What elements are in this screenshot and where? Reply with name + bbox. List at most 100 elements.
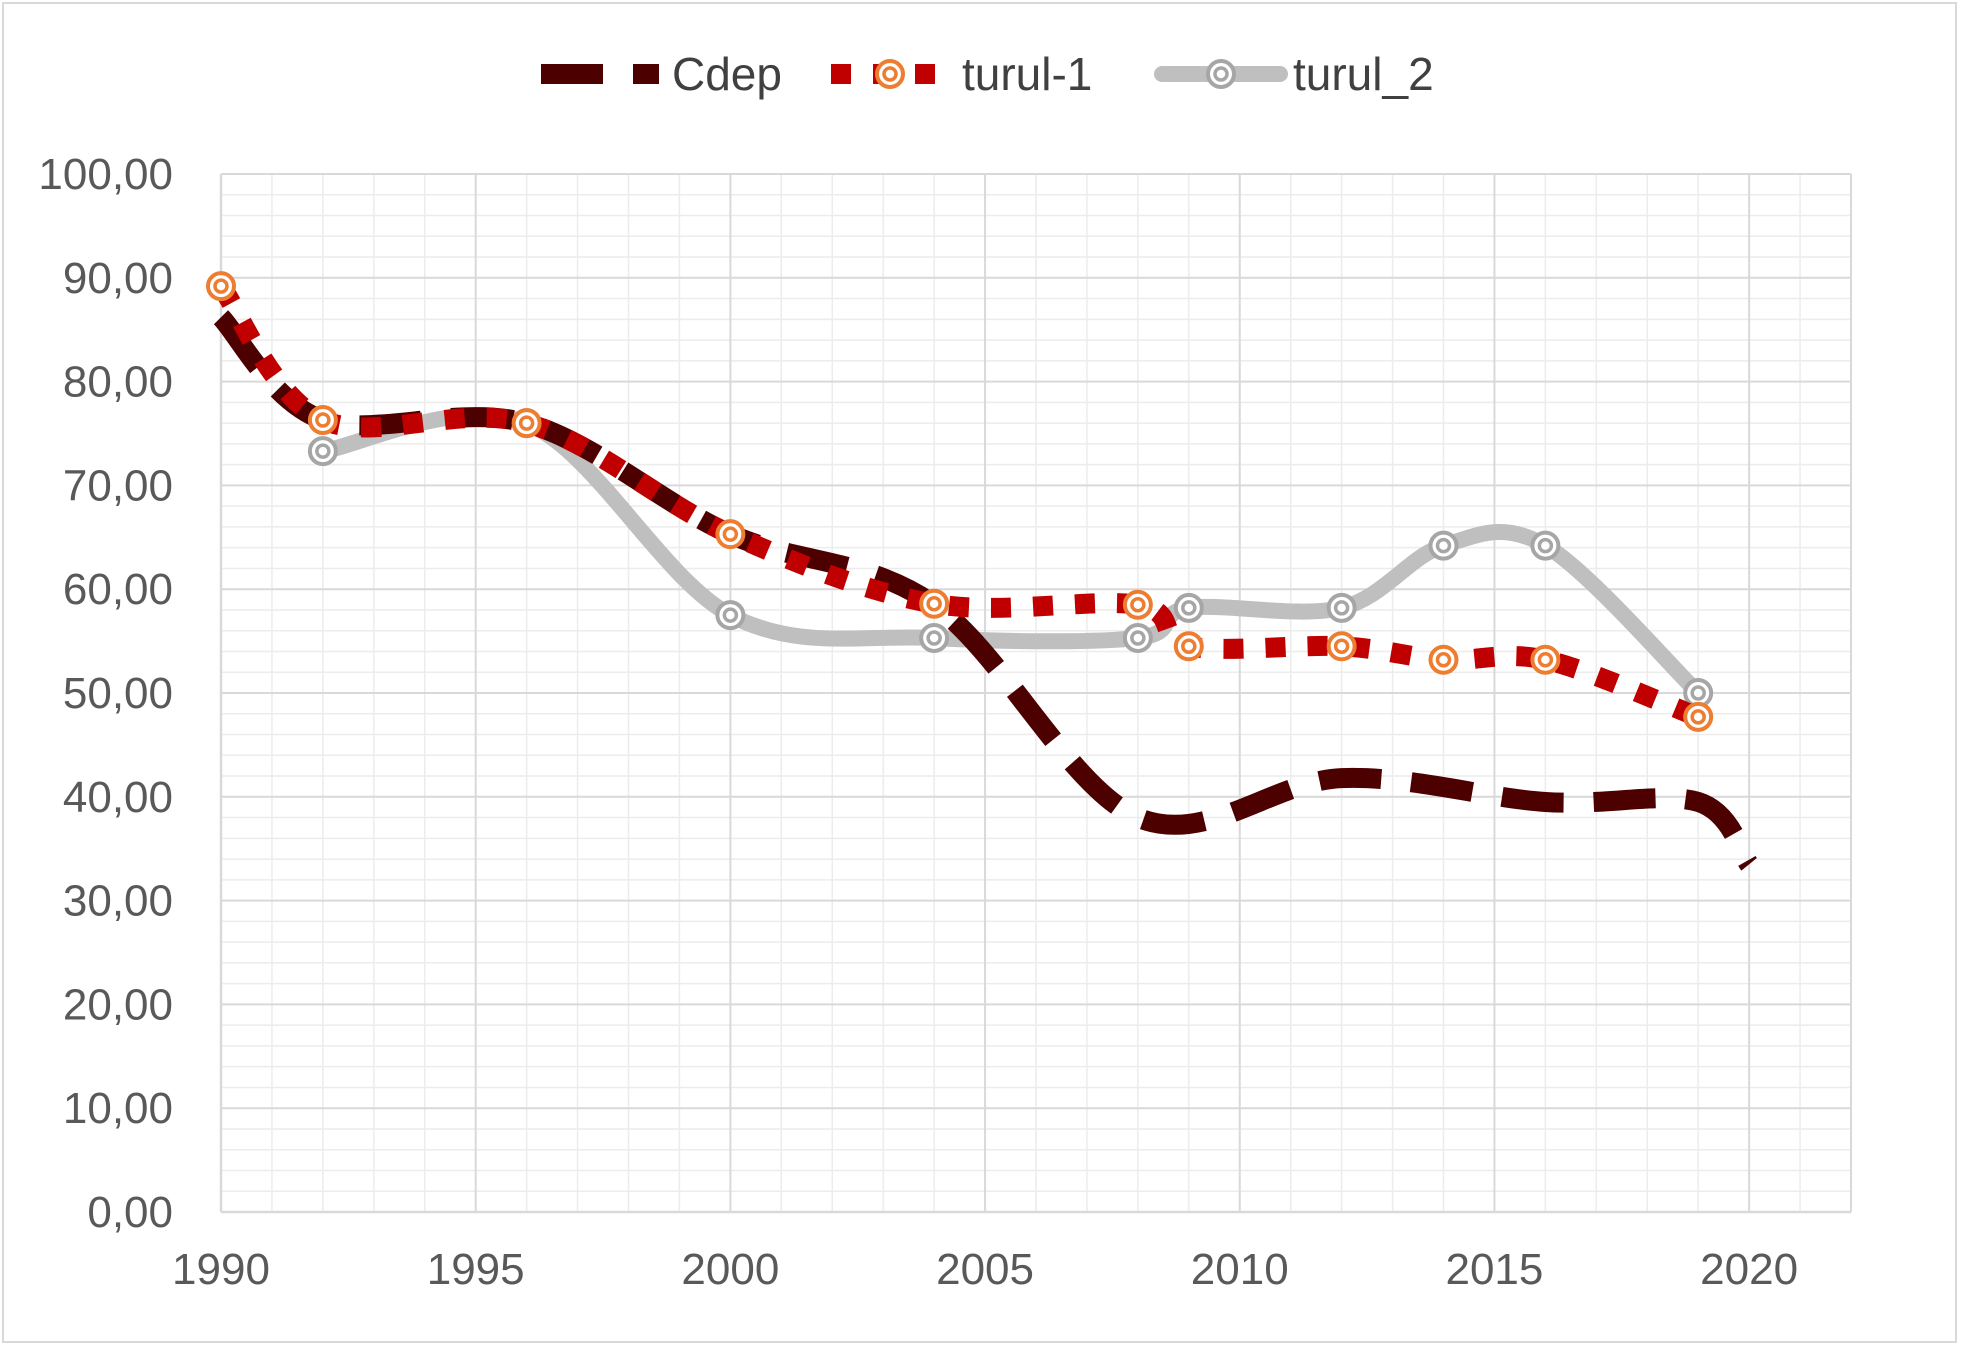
legend: Cdep turul-1 turul_2 (541, 48, 1434, 100)
legend-marker-turul-2 (1206, 59, 1236, 89)
data-point-turul-1-outer (206, 271, 236, 302)
data-point-turul-2-inner (315, 443, 331, 459)
y-tick-label: 30,00 (63, 877, 173, 926)
data-point-turul-2 (1428, 530, 1459, 561)
data-point-turul-2-outer (1326, 592, 1357, 623)
legend-item-turul-1: turul-1 (831, 48, 1092, 100)
data-point-turul-1 (307, 405, 338, 436)
x-tick-label: 2005 (936, 1245, 1034, 1294)
y-tick-label: 40,00 (63, 773, 173, 822)
data-point-turul-1-outer (919, 588, 950, 619)
legend-label-cdep: Cdep (672, 48, 782, 100)
y-tick-label: 60,00 (63, 565, 173, 614)
data-point-turul-1 (206, 271, 236, 302)
series-turul-2 (307, 407, 1714, 708)
axes (219, 174, 1851, 1214)
data-point-turul-2 (1683, 678, 1714, 708)
minor-gridlines (221, 174, 1852, 1212)
y-tick-label: 100,00 (38, 150, 173, 199)
data-point-turul-1-inner (722, 526, 739, 542)
data-point-turul-1-inner (315, 412, 331, 428)
y-tick-label: 80,00 (63, 358, 173, 407)
data-point-turul-2-inner (1435, 537, 1452, 554)
data-point-turul-1-outer (307, 405, 338, 436)
y-tick-label: 0,00 (87, 1188, 173, 1237)
data-point-turul-1-outer (1530, 644, 1561, 675)
data-point-turul-1 (1122, 589, 1153, 620)
series-line-cdep (213, 310, 1758, 871)
x-tick-label: 2015 (1445, 1245, 1543, 1294)
data-point-turul-2-outer (1122, 622, 1153, 653)
y-axis-tick-labels: 0,00 10,00 20,00 30,00 40,00 50,00 60,00 70,00 8… (38, 150, 173, 1237)
data-point-turul-1-inner (1130, 597, 1146, 613)
data-point-turul-1-inner (1690, 709, 1706, 725)
legend-marker-turul-2-outer (1206, 59, 1236, 89)
data-point-turul-1 (1683, 701, 1714, 732)
data-point-turul-1-inner (518, 415, 535, 431)
data-point-turul-1 (1428, 644, 1459, 675)
series-cdep (213, 310, 1758, 871)
data-point-turul-1 (1326, 631, 1357, 662)
data-point-turul-1-inner (213, 278, 229, 294)
x-tick-label: 2020 (1700, 1245, 1798, 1294)
legend-marker-turul-1 (875, 59, 905, 89)
x-tick-label: 1995 (427, 1245, 525, 1294)
data-point-turul-2-outer (307, 436, 338, 467)
legend-marker-turul-1-outer (875, 59, 905, 89)
data-point-turul-2 (1326, 592, 1357, 623)
data-point-turul-2-inner (1181, 600, 1197, 616)
legend-marker-turul-1-inner (882, 66, 898, 82)
data-point-turul-1-inner (1181, 638, 1197, 655)
y-tick-label: 70,00 (63, 461, 173, 510)
data-point-turul-1 (1173, 631, 1204, 662)
data-point-turul-1-inner (1537, 652, 1554, 668)
data-point-turul-1-outer (1683, 701, 1714, 732)
data-point-turul-2 (1530, 530, 1561, 561)
data-point-turul-2-inner (926, 630, 942, 646)
series-line-turul-1 (212, 280, 1702, 727)
data-point-turul-1-outer (715, 519, 746, 550)
data-point-turul-2-outer (1173, 592, 1204, 623)
legend-label-turul-1: turul-1 (962, 48, 1092, 100)
data-point-turul-2-inner (1333, 600, 1350, 616)
data-point-turul-2-outer (1428, 530, 1459, 561)
legend-marker-turul-2-inner (1213, 66, 1229, 82)
data-point-turul-2-inner (722, 607, 739, 623)
data-point-turul-2 (1173, 592, 1204, 623)
data-point-turul-2-inner (1130, 630, 1146, 646)
data-point-turul-1-inner (926, 595, 942, 612)
data-point-turul-1-outer (1428, 644, 1459, 675)
x-tick-label: 1990 (172, 1245, 270, 1294)
data-point-turul-1 (919, 588, 950, 619)
data-point-turul-1-outer (1173, 631, 1204, 662)
data-point-turul-1-inner (1333, 638, 1350, 655)
data-point-turul-2-inner (1690, 685, 1706, 701)
x-axis-tick-labels: 1990 1995 2000 2005 2010 2015 2020 (172, 1245, 1798, 1294)
major-gridlines (221, 173, 1852, 1212)
series-lines (206, 271, 1758, 871)
y-tick-label: 20,00 (63, 980, 173, 1029)
data-point-turul-2-outer (715, 600, 746, 631)
data-point-turul-1-outer (1326, 631, 1357, 662)
y-tick-label: 10,00 (63, 1084, 173, 1133)
data-point-turul-1 (511, 408, 542, 439)
data-point-turul-2-inner (1537, 537, 1554, 554)
data-point-turul-2 (919, 622, 950, 653)
data-point-turul-1 (1530, 644, 1561, 675)
data-point-turul-1-outer (511, 408, 542, 439)
data-point-turul-2-outer (1530, 530, 1561, 561)
data-point-turul-1-inner (1435, 652, 1452, 668)
legend-label-turul-2: turul_2 (1293, 48, 1434, 100)
data-point-turul-2 (307, 436, 338, 467)
x-tick-label: 2000 (681, 1245, 779, 1294)
legend-item-cdep: Cdep (541, 48, 782, 100)
y-tick-label: 90,00 (63, 254, 173, 303)
series-turul-1 (206, 271, 1714, 732)
x-tick-label: 2010 (1191, 1245, 1289, 1294)
y-tick-label: 50,00 (63, 669, 173, 718)
data-point-turul-1-outer (1122, 589, 1153, 620)
data-point-turul-1 (715, 519, 746, 550)
data-point-turul-2 (1122, 622, 1153, 653)
legend-item-turul-2: turul_2 (1154, 48, 1434, 100)
